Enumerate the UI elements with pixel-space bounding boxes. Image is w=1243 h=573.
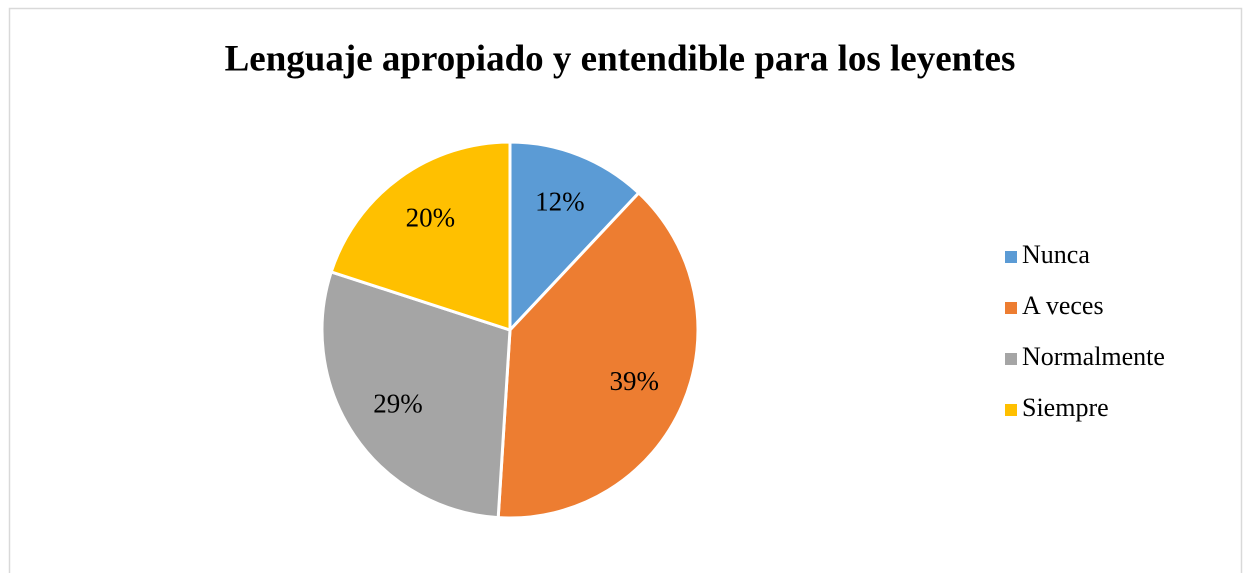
- legend-swatch: [1005, 251, 1017, 263]
- legend-label: A veces: [1022, 291, 1104, 320]
- pie-slice: [329, 140, 512, 333]
- legend-swatch: [1005, 302, 1017, 314]
- pie-slice: [508, 140, 641, 334]
- data-label: 12%: [535, 186, 585, 216]
- legend-swatch: [1005, 353, 1017, 365]
- data-label: 20%: [406, 203, 456, 233]
- legend-label: Siempre: [1022, 393, 1109, 422]
- legend-label: Normalmente: [1022, 342, 1165, 371]
- chart-title: Lenguaje apropiado y entendible para los…: [225, 38, 1016, 79]
- data-label: 29%: [373, 388, 423, 418]
- data-label: 39%: [609, 366, 659, 396]
- legend-label: Nunca: [1022, 240, 1090, 269]
- pie-slice: [496, 190, 700, 520]
- legend-swatch: [1005, 404, 1017, 416]
- pie-slice: [320, 270, 512, 520]
